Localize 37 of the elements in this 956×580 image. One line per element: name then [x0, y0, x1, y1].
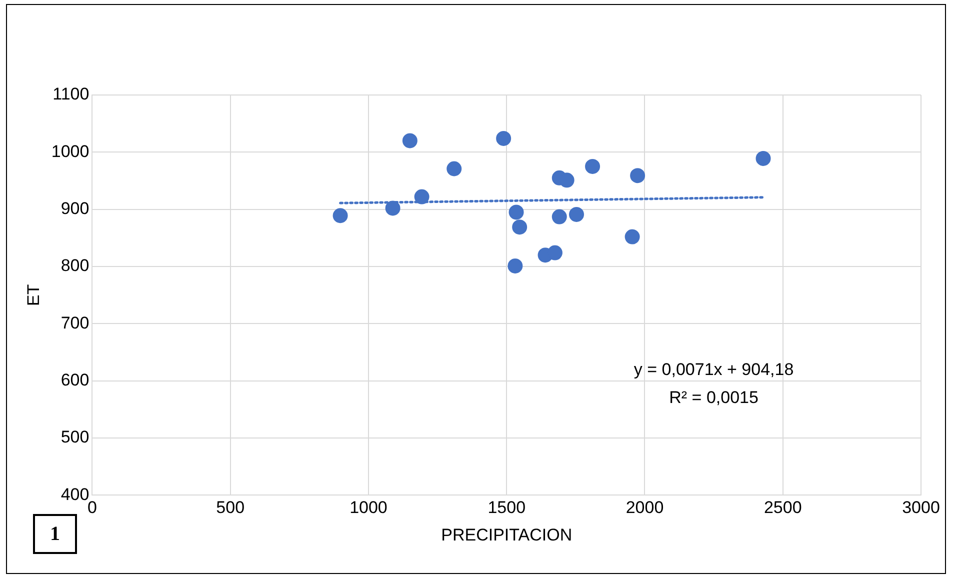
x-tick-label: 1000	[350, 498, 388, 518]
point	[332, 208, 348, 224]
point	[624, 229, 640, 244]
point	[508, 258, 523, 274]
point	[552, 209, 567, 224]
x-tick-label: 2500	[764, 498, 802, 518]
annotation: y = 0,0071x + 904,18	[634, 360, 794, 380]
y-tick-label: 700	[60, 313, 90, 332]
x-tick-label: 0	[87, 498, 97, 518]
y-tick-label: 900	[60, 199, 90, 218]
point	[585, 158, 600, 174]
point	[385, 200, 400, 216]
point	[756, 150, 771, 166]
point	[508, 204, 524, 220]
point	[559, 172, 574, 188]
point	[446, 161, 462, 176]
point	[414, 189, 430, 204]
x-tick-label: 1500	[488, 498, 526, 518]
y-tick-label: 600	[60, 370, 90, 390]
point	[402, 133, 418, 148]
point	[496, 130, 512, 146]
x-axis-title: PRECIPITACION	[441, 525, 572, 544]
x-tick-label: 3000	[902, 498, 940, 518]
x-tick-label: 2000	[626, 498, 664, 518]
point	[512, 220, 528, 235]
y-tick-label: 800	[60, 256, 90, 276]
y-tick-label: 500	[60, 428, 90, 447]
point	[547, 245, 562, 260]
text: 1	[33, 514, 77, 554]
point	[630, 168, 646, 184]
x-tick-label: 500	[216, 498, 245, 518]
y-tick-label: 1000	[51, 142, 90, 161]
y-tick-label: 400	[60, 484, 90, 504]
annotation: R² = 0,0015	[669, 388, 758, 408]
y-tick-label: 1100	[52, 84, 90, 104]
point	[569, 206, 584, 222]
y-axis-title: ET	[24, 284, 43, 306]
